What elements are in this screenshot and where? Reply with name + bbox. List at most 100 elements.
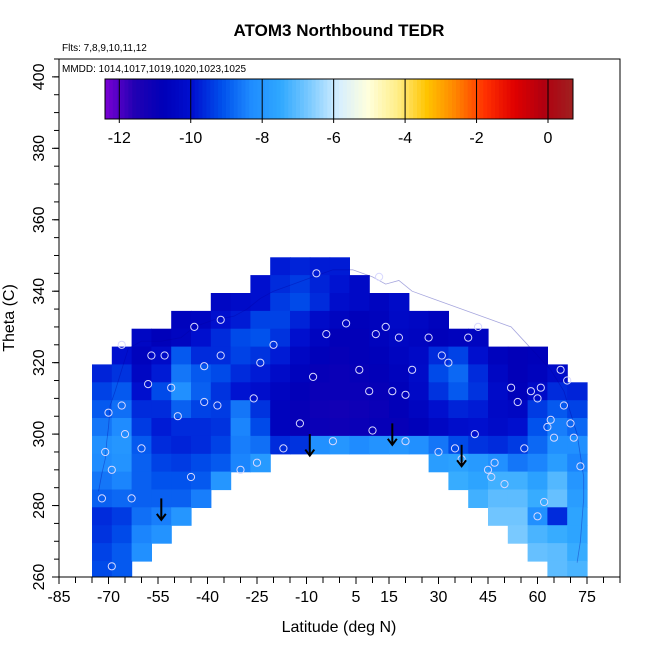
field-cell: [567, 382, 588, 401]
field-cell: [151, 525, 172, 544]
field-cell: [92, 364, 113, 383]
field-cell: [131, 543, 152, 562]
observation-point: [520, 444, 529, 453]
colorbar-swatch: [144, 79, 149, 119]
colorbar-swatch: [354, 79, 359, 119]
observation-point: [540, 497, 549, 507]
colorbar-swatch: [284, 79, 289, 119]
field-cell: [389, 435, 410, 455]
observation-point: [381, 322, 390, 331]
field-cell: [309, 435, 331, 455]
colorbar-swatch: [257, 79, 262, 119]
field-cell: [527, 364, 548, 383]
field-cell: [151, 471, 172, 491]
colorbar-swatch: [296, 79, 301, 119]
colorbar-tick-label: -10: [179, 130, 202, 147]
field-cell: [547, 525, 568, 544]
colorbar-swatch: [397, 79, 402, 119]
field-cell: [527, 525, 548, 544]
observation-point: [549, 433, 559, 442]
field-cell: [567, 471, 588, 491]
field-cell: [131, 453, 152, 473]
observation-point: [365, 387, 374, 396]
field-cell: [428, 310, 449, 330]
field-cell: [468, 382, 489, 401]
colorbar-tick-label: 0: [544, 130, 553, 147]
x-tick-label: -40: [196, 589, 219, 606]
field-cell: [507, 435, 529, 455]
field-cell: [507, 471, 529, 491]
colorbar-swatch: [194, 79, 200, 119]
field-cell: [210, 310, 232, 330]
colorbar-swatch: [483, 79, 488, 119]
observation-point: [424, 333, 433, 342]
field-cell: [329, 293, 350, 312]
field-cell: [567, 453, 588, 473]
field-cell: [408, 346, 430, 366]
observation-point: [566, 419, 575, 428]
observation-point: [576, 462, 585, 471]
field-cell: [151, 364, 172, 383]
observation-point: [173, 412, 182, 421]
field-cell: [369, 328, 390, 348]
field-cell: [567, 418, 588, 437]
colorbar-swatch: [420, 79, 426, 119]
field-cell: [547, 382, 568, 401]
tropopause-arrows: [156, 423, 467, 522]
field-cell: [111, 489, 133, 508]
field-cell: [290, 328, 311, 348]
field-cell: [111, 435, 133, 455]
colorbar-swatch: [218, 79, 223, 119]
colorbar-swatch: [506, 79, 512, 119]
observation-point: [97, 494, 107, 503]
colorbar-swatch: [171, 79, 176, 119]
colorbar-swatch: [292, 79, 297, 119]
colorbar-swatch: [444, 79, 449, 119]
field-cell: [468, 435, 489, 455]
colorbar-swatch: [222, 79, 227, 119]
colorbar-swatch: [385, 79, 391, 119]
observation-point: [190, 322, 199, 331]
field-cell: [151, 400, 172, 419]
arrow-head: [304, 448, 316, 458]
field-cell: [191, 382, 212, 401]
field-cell: [171, 364, 192, 383]
field-cell: [369, 346, 390, 366]
colorbar-tick-label: -12: [108, 130, 131, 147]
field-cell: [567, 525, 588, 544]
observation-point: [401, 390, 410, 399]
field-cell: [527, 543, 548, 562]
colorbar-swatch: [210, 79, 215, 119]
field-cell: [309, 275, 331, 294]
observation-point: [474, 322, 483, 331]
field-cell: [408, 328, 430, 348]
colorbar-swatch: [264, 79, 270, 119]
colorbar-swatch: [280, 79, 285, 119]
observation-point: [160, 351, 169, 360]
colorbar-tick-label: -4: [398, 130, 412, 147]
x-tick-label: -85: [47, 589, 70, 606]
field-cell: [329, 418, 350, 437]
colorbar-swatch: [417, 79, 422, 119]
field-cell: [290, 346, 311, 366]
observation-point: [556, 365, 565, 374]
field-cell: [547, 507, 568, 526]
colorbar-swatch: [167, 79, 172, 119]
field-cell: [448, 418, 469, 437]
field-cell: [171, 328, 192, 348]
field-cell: [111, 382, 133, 401]
field-cell: [547, 400, 568, 419]
colorbar-swatch: [136, 79, 141, 119]
field-cell: [270, 382, 291, 401]
colorbar-swatch: [374, 79, 379, 119]
colorbar-swatch: [370, 79, 375, 119]
field-cell: [507, 382, 529, 401]
colorbar-swatch: [327, 79, 332, 119]
x-tick-label: 5: [352, 589, 361, 606]
field-cell: [488, 418, 509, 437]
field-cell: [131, 489, 152, 508]
field-cell: [270, 418, 291, 437]
field-cell: [527, 346, 548, 366]
field-cell: [428, 400, 449, 419]
field-cell: [230, 310, 251, 330]
